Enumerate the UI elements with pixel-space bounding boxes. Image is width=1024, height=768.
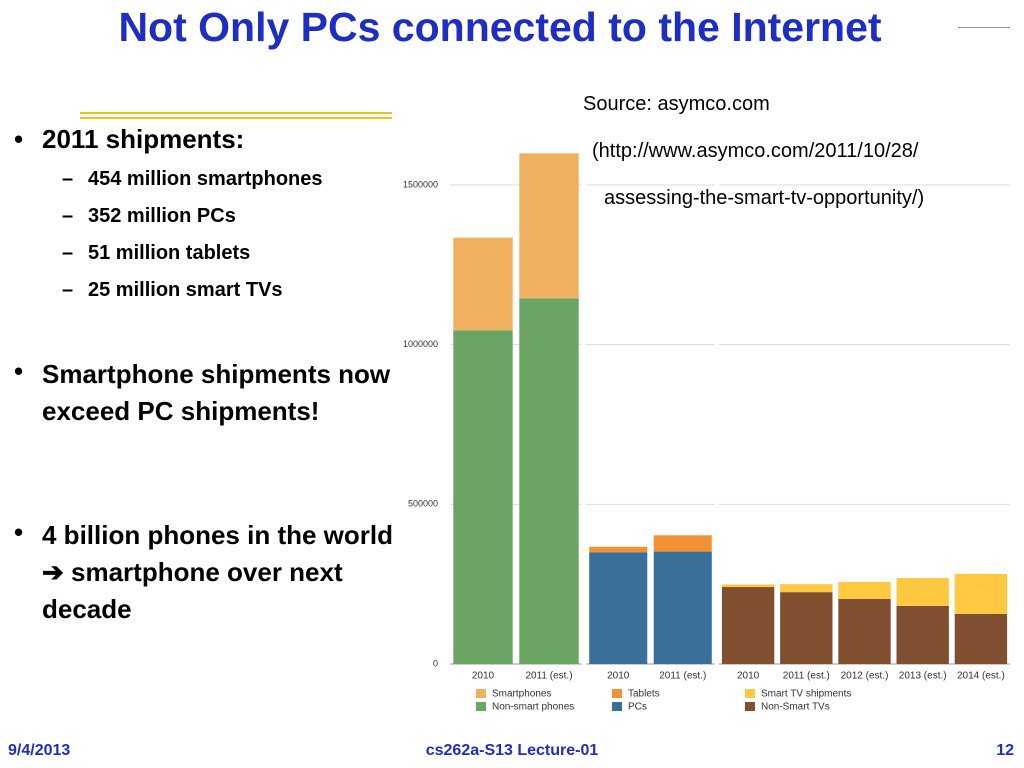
bullet-text: Smartphone shipments now exceed PC shipm… xyxy=(42,359,391,426)
bullet-text: 4 billion phones in the world ➔ smartpho… xyxy=(42,520,393,624)
footer-date: 9/4/2013 xyxy=(8,742,71,759)
x-tick-label: 2010 xyxy=(607,671,630,682)
legend-swatch xyxy=(476,689,486,698)
bar-segment xyxy=(653,535,712,552)
x-tick-label: 2010 xyxy=(737,671,760,682)
x-tick-label: 2011 (est.) xyxy=(659,671,706,682)
y-tick-label: 500000 xyxy=(408,499,438,509)
y-tick-label: 0 xyxy=(433,658,438,668)
x-tick-label: 2011 (est.) xyxy=(783,671,830,682)
bar-segment xyxy=(453,330,513,664)
y-tick-label: 1500000 xyxy=(403,179,438,189)
x-tick-label: 2012 (est.) xyxy=(841,671,889,682)
y-tick-label: 1000000 xyxy=(403,339,438,349)
legend-swatch xyxy=(745,689,755,698)
bar-segment xyxy=(653,551,712,664)
dash: – xyxy=(62,168,74,190)
bar-segment xyxy=(896,605,949,664)
dash: – xyxy=(62,205,74,227)
bar-segment xyxy=(896,578,949,606)
legend-swatch xyxy=(476,702,486,711)
bar-segment xyxy=(780,592,833,664)
sub-bullet: 352 million PCs xyxy=(88,205,236,227)
bullet: • xyxy=(14,124,24,154)
rule xyxy=(958,27,1010,28)
bar-segment xyxy=(519,153,579,299)
slide-title: Not Only PCs connected to the Internet xyxy=(118,4,882,50)
bar-segment xyxy=(721,587,775,664)
legend-label: Smartphones xyxy=(492,689,551,700)
rule xyxy=(80,112,392,114)
bullet-text: 2011 shipments: xyxy=(42,124,245,154)
legend-swatch xyxy=(612,689,622,698)
bar-segment xyxy=(780,584,833,593)
bar-segment xyxy=(954,573,1008,614)
rule xyxy=(80,117,392,119)
bar-segment xyxy=(838,581,891,599)
x-tick-label: 2014 (est.) xyxy=(957,671,1005,682)
footer-course: cs262a-S13 Lecture-01 xyxy=(425,742,599,759)
source: assessing-the-smart-tv-opportunity/) xyxy=(604,187,925,209)
bar-segment xyxy=(589,546,648,553)
bar-segment xyxy=(838,598,891,664)
legend-swatch xyxy=(745,702,755,711)
legend-label: Non-Smart TVs xyxy=(761,702,830,713)
x-tick-label: 2011 (est.) xyxy=(525,671,572,682)
footer-page: 12 xyxy=(996,742,1014,759)
sub-bullet: 51 million tablets xyxy=(88,242,251,264)
legend-swatch xyxy=(612,702,622,711)
dash: – xyxy=(62,279,74,301)
legend-label: Tablets xyxy=(628,689,660,700)
source: Source: asymco.com xyxy=(583,93,770,115)
bar-segment xyxy=(721,584,775,588)
x-tick-label: 2013 (est.) xyxy=(899,671,947,682)
legend-label: Non-smart phones xyxy=(492,702,574,713)
bullet: • xyxy=(14,517,24,547)
bar-segment xyxy=(954,613,1008,664)
source: (http://www.asymco.com/2011/10/28/ xyxy=(592,140,919,162)
dash: – xyxy=(62,242,74,264)
legend-label: PCs xyxy=(628,702,647,713)
bar-segment xyxy=(589,552,648,664)
sub-bullet: 25 million smart TVs xyxy=(88,279,283,301)
bullet: • xyxy=(14,356,24,386)
legend-label: Smart TV shipments xyxy=(761,689,851,700)
sub-bullet: 454 million smartphones xyxy=(88,168,323,190)
bar-segment xyxy=(453,237,513,331)
x-tick-label: 2010 xyxy=(472,671,495,682)
bar-segment xyxy=(519,298,579,664)
